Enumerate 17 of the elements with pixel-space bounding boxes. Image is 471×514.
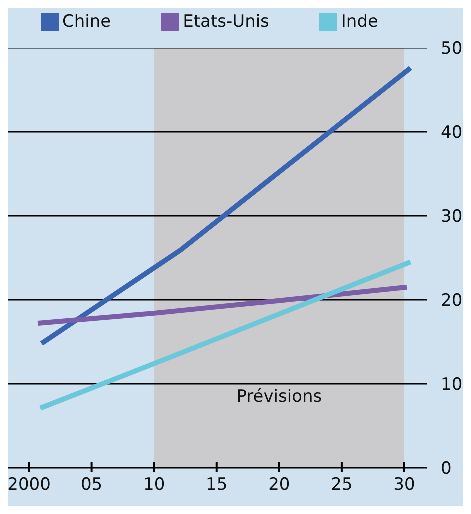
y-tick-label: 10 bbox=[441, 375, 463, 395]
legend-label: Chine bbox=[62, 12, 112, 32]
y-tick-label: 20 bbox=[441, 291, 463, 311]
x-tick-label: 05 bbox=[80, 475, 103, 495]
band-label: Prévisions bbox=[236, 387, 322, 407]
x-tick-label: 15 bbox=[206, 475, 228, 495]
y-tick-label: 40 bbox=[441, 123, 463, 143]
x-tick-label: 25 bbox=[331, 475, 353, 495]
x-tick-label: 30 bbox=[394, 475, 416, 495]
y-tick-label: 0 bbox=[441, 459, 452, 479]
x-tick-label: 10 bbox=[144, 475, 166, 495]
y-tick-label: 30 bbox=[441, 207, 463, 227]
x-tick-label: 20 bbox=[268, 475, 290, 495]
x-tick-label: 2000 bbox=[8, 475, 51, 495]
y-tick-label: 50 bbox=[441, 39, 463, 59]
legend-label: Inde bbox=[341, 12, 378, 32]
legend-label: Etats-Unis bbox=[183, 12, 270, 32]
